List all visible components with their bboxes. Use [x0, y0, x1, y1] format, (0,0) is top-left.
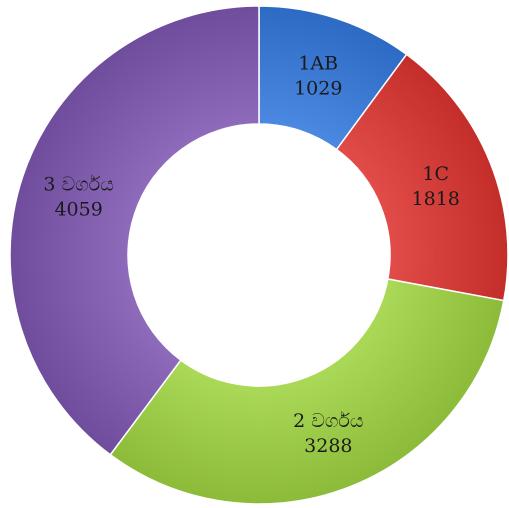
slice-value-label: 1029	[294, 77, 342, 99]
donut-slice	[9, 5, 260, 456]
donut-slice	[109, 278, 505, 505]
slice-label: 1C	[422, 163, 449, 185]
donut-slice	[335, 53, 509, 302]
slices-group	[9, 5, 509, 505]
labels-group: 1AB 1029 1C 1818 2 වර්ගය 3288 3 වර්ගය 4059	[43, 52, 460, 456]
slice-value-label: 3288	[304, 435, 352, 457]
slice-label: 2 වර්ගය	[293, 410, 364, 432]
slice-label: 3 වර්ගය	[43, 173, 114, 195]
slice-value-label: 1818	[412, 188, 460, 210]
slice-value-label: 4059	[54, 198, 102, 220]
slice-label: 1AB	[298, 52, 338, 74]
